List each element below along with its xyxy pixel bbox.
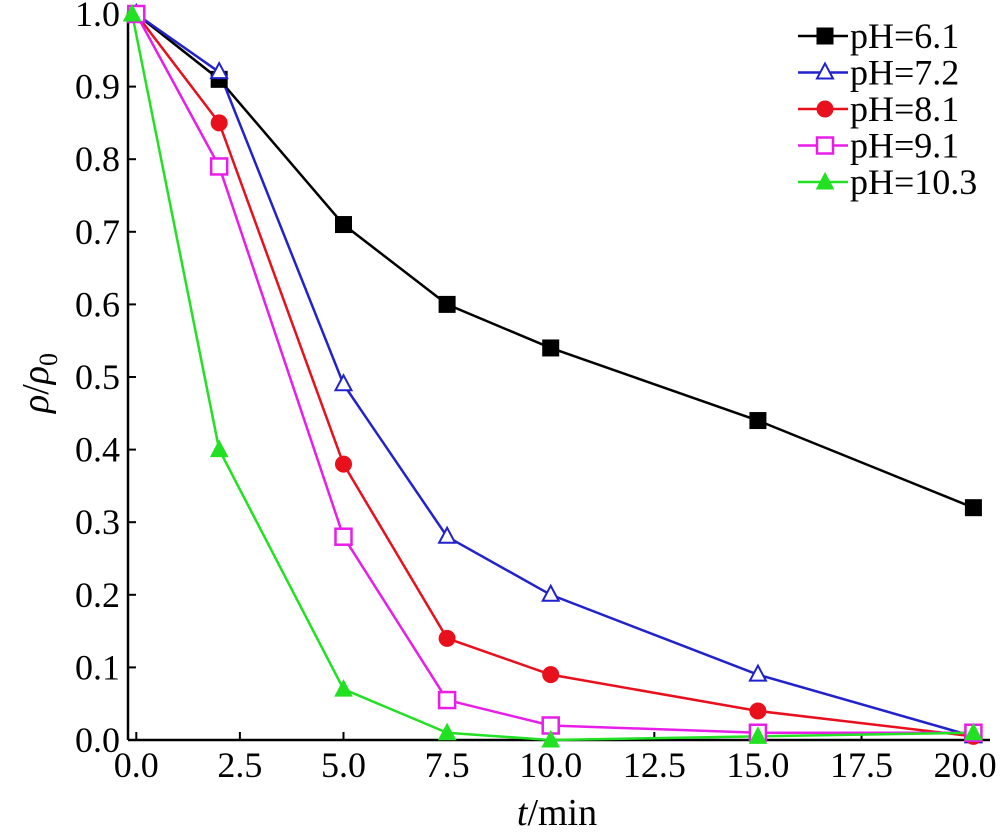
legend-item: pH=7.2 xyxy=(798,53,959,93)
data-point xyxy=(209,60,229,80)
data-point xyxy=(334,679,353,697)
x-axis-title: t/min xyxy=(517,792,597,833)
data-point xyxy=(122,3,142,22)
x-tick-label: 5.0 xyxy=(321,745,366,785)
series-group xyxy=(122,2,984,748)
data-point xyxy=(749,702,767,720)
legend-marker xyxy=(816,100,834,118)
series-line xyxy=(135,13,974,509)
x-tick-label: 20.0 xyxy=(934,745,997,785)
legend-label: pH=8.1 xyxy=(850,89,959,129)
data-point xyxy=(437,690,457,710)
x-tick-label: 2.5 xyxy=(217,745,262,785)
data-point xyxy=(964,722,983,741)
series-line xyxy=(130,13,974,742)
legend-item: pH=6.1 xyxy=(798,16,959,56)
data-point xyxy=(437,525,457,544)
legend-marker xyxy=(815,136,835,155)
y-tick-label: 0.7 xyxy=(75,212,120,252)
data-point xyxy=(542,339,560,357)
data-point xyxy=(335,455,352,473)
data-point xyxy=(748,663,768,682)
y-axis-title: ρ/ρ0 xyxy=(15,353,63,414)
legend-label: pH=7.2 xyxy=(850,53,959,93)
x-tick-label: 12.5 xyxy=(623,745,686,785)
y-tick-label: 0.5 xyxy=(75,357,120,397)
legend-marker xyxy=(815,171,835,190)
series-pH=8.1 xyxy=(135,13,974,738)
data-point xyxy=(209,157,229,176)
data-point xyxy=(335,216,352,234)
x-tick-label: 10.0 xyxy=(519,745,582,785)
series-points-pH=10.3 xyxy=(122,3,983,748)
series-pH=10.3 xyxy=(130,13,974,742)
series-pH=6.1 xyxy=(135,13,974,509)
y-tick-label: 1.0 xyxy=(75,0,120,34)
data-point xyxy=(749,412,767,430)
data-point xyxy=(437,722,457,741)
series-pH=9.1 xyxy=(135,13,974,734)
x-tick-label: 17.5 xyxy=(830,745,893,785)
legend-item: pH=9.1 xyxy=(798,126,959,166)
data-point xyxy=(748,726,768,744)
x-tick-label: 7.5 xyxy=(425,745,470,785)
series-line xyxy=(135,13,974,738)
data-point xyxy=(333,373,354,392)
data-point xyxy=(209,439,229,458)
legend: pH=6.1pH=7.2pH=8.1pH=9.1pH=10.3 xyxy=(798,16,977,202)
legend-marker xyxy=(815,61,835,80)
series-pH=7.2 xyxy=(135,12,974,738)
y-tick-label: 0.0 xyxy=(75,720,120,760)
y-tick-label: 0.9 xyxy=(75,67,120,107)
y-tick-label: 0.4 xyxy=(75,430,120,470)
data-point xyxy=(542,666,560,684)
series-line xyxy=(135,12,974,738)
data-point xyxy=(541,729,561,748)
series-line xyxy=(135,13,974,734)
legend-item: pH=8.1 xyxy=(798,89,959,129)
x-axis-ticks: 0.0 2.5 5.0 7.5 10.0 12.5 15.0 17.5 20.0 xyxy=(114,732,997,785)
legend-label: pH=6.1 xyxy=(850,16,959,56)
y-tick-label: 0.2 xyxy=(75,575,120,615)
data-point xyxy=(438,295,456,313)
x-tick-label: 0.0 xyxy=(114,745,159,785)
legend-label: pH=10.3 xyxy=(850,162,977,202)
data-point xyxy=(964,499,982,517)
legend-label: pH=9.1 xyxy=(850,126,959,166)
legend-marker xyxy=(816,27,834,45)
y-axis-ticks: 0.0 0.1 0.2 0.3 0.4 0.5 0.6 0.7 0.8 0.9 1.0 xyxy=(75,0,136,760)
y-tick-label: 0.6 xyxy=(75,284,120,324)
y-tick-label: 0.8 xyxy=(75,139,120,179)
data-point xyxy=(334,527,353,546)
y-tick-label: 0.3 xyxy=(75,502,120,542)
data-point xyxy=(541,583,561,602)
data-point xyxy=(210,114,228,132)
x-tick-label: 15.0 xyxy=(726,745,789,785)
legend-item: pH=10.3 xyxy=(798,162,977,202)
data-point xyxy=(438,629,456,647)
y-tick-label: 0.1 xyxy=(75,647,120,687)
